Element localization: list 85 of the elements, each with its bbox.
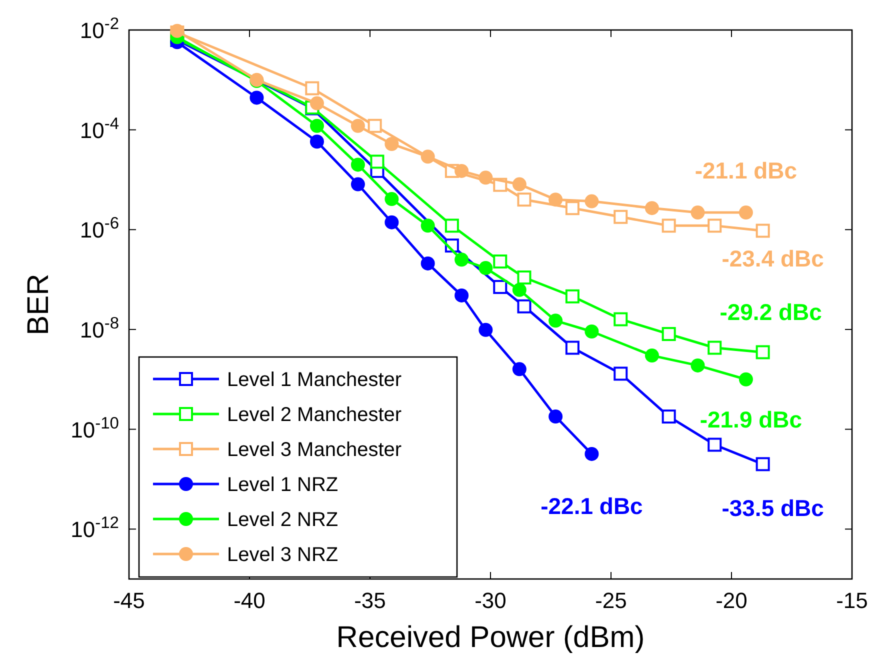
x-tick-label: -40 — [234, 588, 266, 613]
point — [517, 270, 532, 284]
y-tick-label: 10$^{-2}$ — [80, 15, 119, 43]
point — [565, 201, 580, 216]
y-tick-label: 10$^{-6}$ — [80, 214, 119, 243]
x-tick-label: -15 — [836, 588, 868, 613]
point — [662, 410, 676, 424]
point — [690, 358, 705, 372]
point — [548, 410, 563, 424]
point — [305, 81, 320, 96]
point — [512, 177, 526, 192]
point — [614, 312, 628, 326]
annotation: -33.5 dBc — [722, 495, 824, 522]
y-axis-title: BER — [22, 274, 55, 336]
point — [584, 446, 599, 461]
legend-label: Level 2 Manchester — [227, 404, 402, 426]
y-tick-label: 10$^{-8}$ — [80, 314, 119, 342]
x-tick-label: -35 — [354, 588, 386, 613]
point — [708, 340, 722, 355]
point — [384, 192, 399, 206]
point — [644, 348, 659, 363]
point — [420, 256, 435, 270]
point — [454, 164, 469, 178]
annotation: -23.4 dBc — [722, 246, 824, 272]
point — [350, 118, 365, 133]
point — [738, 206, 753, 220]
point — [454, 288, 469, 302]
annotation: -21.9 dBc — [700, 406, 802, 432]
point — [662, 218, 676, 233]
point — [584, 194, 599, 208]
point — [614, 210, 628, 224]
point — [384, 136, 399, 151]
point — [444, 218, 459, 233]
point — [310, 134, 324, 149]
point — [517, 299, 532, 314]
point — [478, 170, 493, 185]
point — [548, 192, 563, 207]
point — [368, 118, 382, 133]
point — [565, 340, 580, 355]
point — [420, 150, 435, 164]
point — [708, 218, 722, 233]
point — [310, 118, 324, 133]
point — [565, 289, 580, 304]
x-tick-label: -25 — [595, 588, 627, 613]
point — [250, 90, 264, 105]
point — [738, 372, 753, 386]
y-tick-label: 10$^{-10}$ — [70, 414, 119, 442]
point — [478, 322, 493, 337]
point — [662, 327, 676, 342]
y-tick-label: 10$^{-12}$ — [70, 514, 119, 542]
x-tick-label: -45 — [113, 588, 145, 613]
point — [454, 252, 469, 267]
x-tick-label: -20 — [716, 588, 748, 613]
point — [310, 96, 324, 110]
point — [614, 366, 628, 381]
point — [644, 201, 659, 216]
point — [517, 192, 532, 207]
point — [584, 324, 599, 338]
annotation: -21.1 dBc — [694, 158, 798, 184]
annotation: -29.2 dBc — [720, 299, 822, 326]
point — [370, 154, 384, 169]
point — [756, 224, 770, 238]
y-tick-label: 10$^{-4}$ — [80, 114, 119, 143]
legend-label: Level 2 NRZ — [227, 509, 338, 531]
point — [384, 215, 399, 230]
legend-label: Level 1 NRZ — [227, 474, 338, 496]
x-tick-label: -30 — [474, 588, 506, 613]
point — [690, 206, 705, 220]
point — [350, 158, 365, 172]
point — [512, 362, 526, 376]
point — [350, 177, 365, 192]
point — [512, 282, 526, 297]
point — [493, 254, 508, 268]
legend-label: Level 1 Manchester — [227, 369, 402, 391]
point — [548, 314, 563, 328]
point — [708, 438, 722, 452]
annotation: -22.1 dBc — [540, 492, 644, 519]
point — [478, 261, 493, 276]
legend-label: Level 3 Manchester — [227, 439, 402, 461]
legend-label: Level 3 NRZ — [227, 544, 338, 566]
x-axis-title: Received Power (dBm) — [336, 621, 645, 654]
point — [756, 457, 770, 472]
point — [420, 218, 435, 233]
point — [493, 280, 508, 294]
point — [756, 345, 770, 360]
